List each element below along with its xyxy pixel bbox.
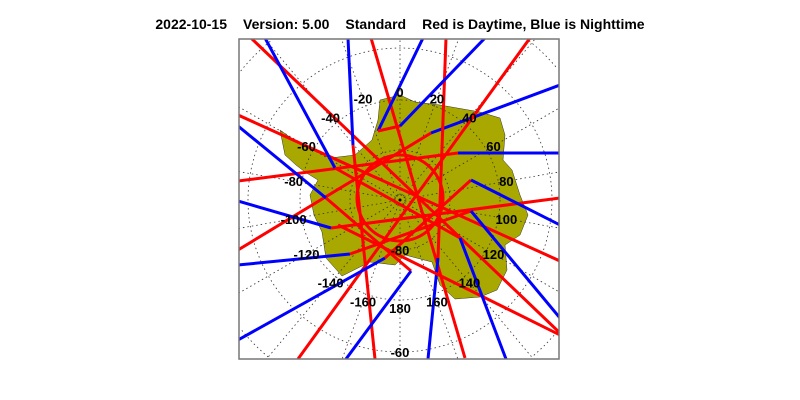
- map-frame: [238, 38, 560, 360]
- meridian-line: [401, 204, 459, 359]
- nighttime-track: [239, 124, 327, 200]
- nighttime-track: [239, 252, 351, 267]
- nighttime-track: [398, 39, 487, 128]
- longitude-label: 0: [396, 85, 403, 100]
- longitude-label: 180: [389, 301, 411, 316]
- longitude-label: -100: [281, 212, 307, 227]
- nighttime-track: [470, 178, 559, 227]
- longitude-label: 120: [483, 247, 505, 262]
- daytime-track: [355, 153, 445, 243]
- daytime-track: [296, 39, 532, 359]
- daytime-track: [383, 178, 473, 260]
- longitude-label: 20: [430, 92, 444, 107]
- daytime-track: [239, 113, 559, 263]
- longitude-label: 160: [426, 294, 448, 309]
- daytime-track: [369, 39, 467, 359]
- longitude-label: 60: [486, 139, 500, 154]
- nighttime-track: [239, 199, 332, 230]
- longitude-label: -20: [354, 92, 373, 107]
- map-title: 2022-10-15 Version: 5.00 Standard Red is Da…: [0, 16, 800, 32]
- longitude-label: -40: [321, 110, 340, 125]
- longitude-label: 40: [462, 110, 476, 125]
- south-pole-marker: [398, 198, 402, 202]
- latitude-circle: [247, 47, 553, 353]
- longitude-label: -160: [350, 294, 376, 309]
- longitude-label: -60: [297, 139, 316, 154]
- title-version: Version: 5.00: [243, 16, 330, 32]
- meridian-line: [239, 202, 396, 294]
- meridian-line: [341, 204, 399, 359]
- longitude-label: -80: [284, 174, 303, 189]
- latitude-label: -60: [391, 345, 410, 360]
- nighttime-track: [263, 39, 337, 169]
- longitude-label: 80: [499, 174, 513, 189]
- nighttime-track: [239, 256, 386, 342]
- longitude-label: -120: [293, 247, 319, 262]
- nighttime-track: [376, 39, 425, 132]
- orbit-tracks: [239, 39, 559, 359]
- nighttime-track: [458, 237, 508, 359]
- latitude-label: -80: [391, 243, 410, 258]
- daytime-track: [239, 151, 459, 183]
- meridian-line: [401, 39, 459, 196]
- nighttime-track: [346, 39, 355, 146]
- daytime-track: [334, 166, 461, 240]
- daytime-track: [377, 124, 401, 133]
- daytime-track: [239, 131, 432, 252]
- title-product: Standard: [345, 16, 407, 32]
- nighttime-track: [344, 270, 413, 359]
- longitude-label: 140: [459, 276, 481, 291]
- longitude-label: -140: [318, 276, 344, 291]
- daytime-track: [349, 209, 472, 256]
- daytime-track: [249, 39, 559, 335]
- daytime-track: [337, 223, 559, 337]
- title-date: 2022-10-15: [155, 16, 228, 32]
- nighttime-track: [430, 83, 559, 135]
- longitude-label: 100: [496, 212, 518, 227]
- latitude-circle: [299, 99, 501, 301]
- nighttime-track: [469, 210, 559, 319]
- daytime-track: [325, 196, 412, 273]
- meridian-line: [404, 107, 559, 198]
- title-legend: Red is Daytime, Blue is Nighttime: [422, 16, 645, 32]
- meridian-line: [404, 202, 559, 293]
- daytime-track: [330, 196, 559, 230]
